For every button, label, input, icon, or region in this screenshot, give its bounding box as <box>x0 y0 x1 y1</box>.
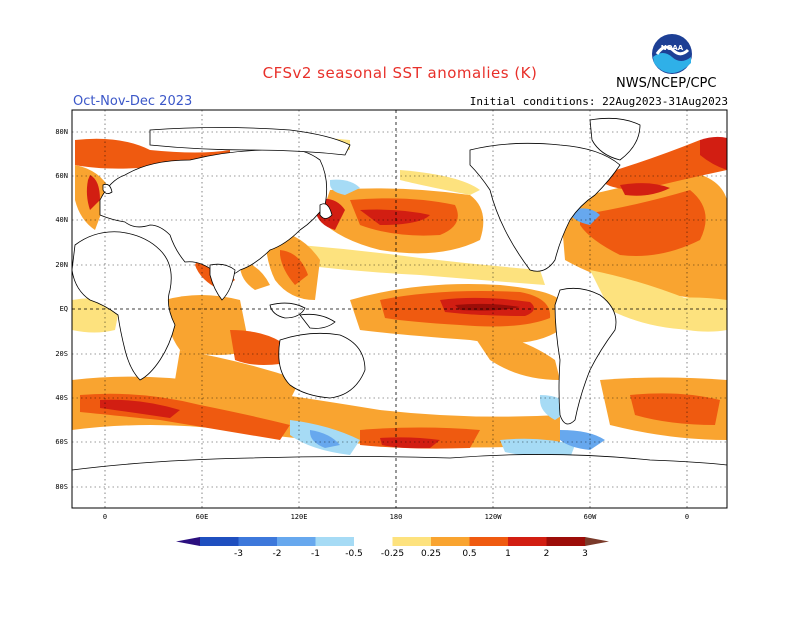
colorbar-segment <box>392 537 432 546</box>
colorbar-tick-label: -0.25 <box>381 549 404 559</box>
lon-labels: 0 60E 120E 180 120W 60W 0 <box>103 513 689 521</box>
map-title: CFSv2 seasonal SST anomalies (K) <box>262 64 538 82</box>
colorbar-tick-label: 2 <box>544 549 550 559</box>
colorbar-arrow-high <box>585 537 609 546</box>
colorbar-segment <box>354 537 393 546</box>
colorbar-tick-label: -3 <box>234 549 243 559</box>
agency-label: NWS/NCEP/CPC <box>616 76 717 91</box>
colorbar-segment <box>431 537 470 546</box>
lat-label-20n: 20N <box>55 261 68 269</box>
lat-label-60n: 60N <box>55 172 68 180</box>
noaa-logo: NOAA <box>652 34 692 74</box>
lon-label-120e: 120E <box>291 513 308 521</box>
colorbar-segment <box>469 537 509 546</box>
lat-label-60s: 60S <box>55 438 68 446</box>
colorbar-tick-label: -1 <box>311 549 320 559</box>
colorbar-segment <box>277 537 316 546</box>
colorbar-tick-label: -2 <box>273 549 282 559</box>
continents <box>72 117 727 508</box>
colorbar-segment <box>315 537 355 546</box>
lat-label-eq: EQ <box>60 305 68 313</box>
graticule <box>72 110 727 508</box>
lon-label-180: 180 <box>390 513 403 521</box>
colorbar-segment <box>546 537 586 546</box>
lat-label-80n: 80N <box>55 128 68 136</box>
lon-label-60w: 60W <box>584 513 597 521</box>
colorbar-tick-label: 3 <box>582 549 588 559</box>
colorbar: -3 -2 -1 -0.5 -0.25 0.25 0.5 1 2 3 <box>176 537 609 559</box>
anomaly-shading <box>72 136 727 458</box>
colorbar-tick-label: 1 <box>505 549 511 559</box>
lat-label-40s: 40S <box>55 394 68 402</box>
lon-label-60e: 60E <box>196 513 209 521</box>
lat-label-80s: 80S <box>55 483 68 491</box>
colorbar-tick-label: -0.5 <box>345 549 363 559</box>
colorbar-tick-label: 0.5 <box>462 549 476 559</box>
lon-label-0: 0 <box>103 513 107 521</box>
initial-conditions-label: Initial conditions: 22Aug2023-31Aug2023 <box>469 95 728 108</box>
lat-labels: 80N 60N 40N 20N EQ 20S 40S 60S 80S <box>55 128 68 491</box>
lon-label-0-east: 0 <box>685 513 689 521</box>
map-frame <box>71 109 728 509</box>
colorbar-segment <box>200 537 239 546</box>
colorbar-segment <box>508 537 547 546</box>
lat-label-40n: 40N <box>55 216 68 224</box>
lat-label-20s: 20S <box>55 350 68 358</box>
colorbar-arrow-low <box>176 537 200 546</box>
reference-lines <box>72 110 727 508</box>
colorbar-segment <box>238 537 278 546</box>
colorbar-tick-label: 0.25 <box>421 549 441 559</box>
lon-label-120w: 120W <box>485 513 503 521</box>
season-label: Oct-Nov-Dec 2023 <box>73 94 193 109</box>
noaa-logo-text: NOAA <box>661 44 684 52</box>
